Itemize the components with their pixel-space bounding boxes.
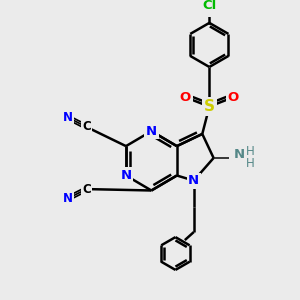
Text: N: N (188, 174, 200, 187)
Text: N: N (120, 169, 131, 182)
Text: O: O (180, 91, 191, 104)
Text: Cl: Cl (202, 0, 217, 12)
Text: C: C (82, 120, 91, 134)
Text: S: S (204, 99, 215, 114)
Text: N: N (234, 148, 245, 161)
Text: N: N (63, 192, 73, 205)
Text: N: N (63, 111, 73, 124)
Text: C: C (82, 183, 91, 196)
Text: N: N (146, 124, 157, 138)
Text: H: H (245, 157, 254, 169)
Text: O: O (228, 91, 239, 104)
Text: H: H (245, 145, 254, 158)
